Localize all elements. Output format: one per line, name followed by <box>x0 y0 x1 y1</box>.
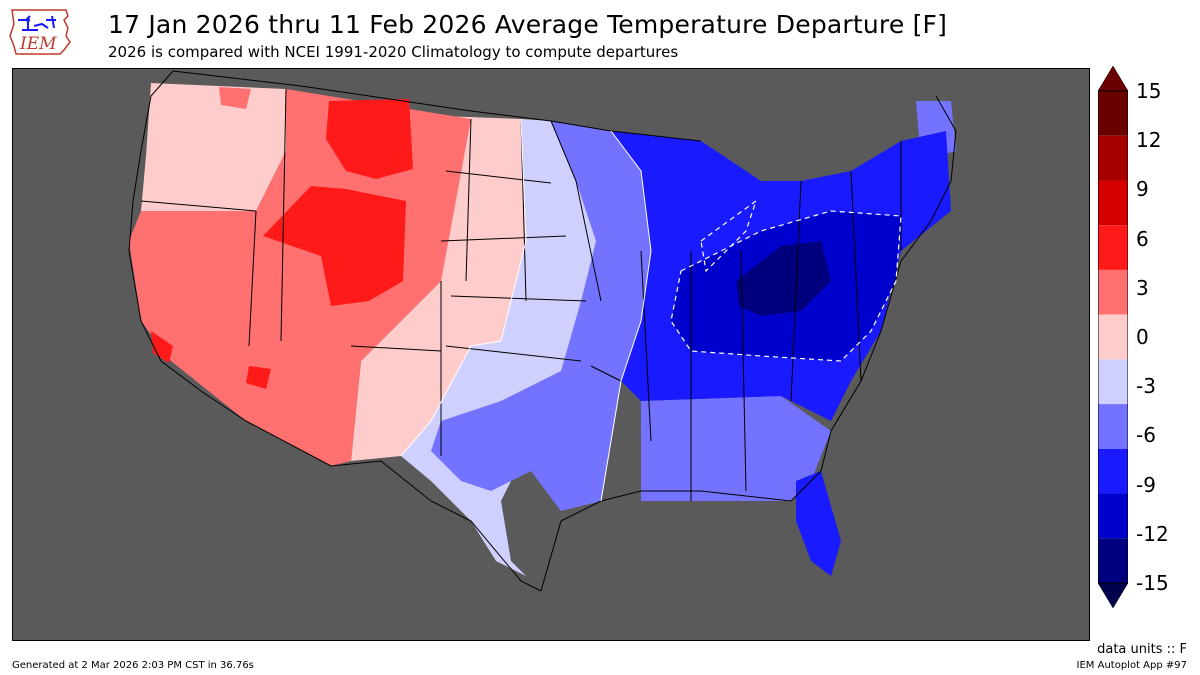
data-units-label: data units :: F <box>1097 642 1187 657</box>
colorbar-segment <box>1098 538 1128 583</box>
colorbar-segment <box>1098 135 1128 181</box>
colorbar-tick-label: 3 <box>1136 275 1149 300</box>
region-strong-red-california <box>151 331 173 363</box>
generated-timestamp: Generated at 2 Mar 2026 2:03 PM CST in 3… <box>12 660 254 671</box>
colorbar-segment <box>1098 314 1128 360</box>
colorbar-segment <box>1098 269 1128 315</box>
region-blue-southeast <box>641 396 831 501</box>
map-subtitle: 2026 is compared with NCEI 1991-2020 Cli… <box>108 43 679 61</box>
coastline-west <box>128 70 247 422</box>
colorbar-tick-label: -15 <box>1136 571 1169 595</box>
border-north <box>172 70 702 142</box>
region-blue-midwest <box>431 121 651 511</box>
colorbar-segment <box>1098 404 1128 449</box>
colorbar-segment <box>1098 91 1128 136</box>
colorbar <box>1098 66 1128 608</box>
colorbar-tick-label: -12 <box>1136 521 1169 546</box>
colorbar-segment <box>1098 359 1128 405</box>
app-identifier: IEM Autoplot App #97 <box>1076 660 1187 671</box>
region-strong-blue-florida <box>796 471 841 576</box>
colorbar-tick-label: -6 <box>1136 423 1156 448</box>
colorbar-segment <box>1098 180 1128 226</box>
border-south <box>245 420 542 592</box>
temperature-departure-map <box>12 68 1090 641</box>
colorbar-tick-label: -3 <box>1136 374 1156 399</box>
colorbar-tick-label: 6 <box>1136 226 1149 251</box>
colorbar-extend-high <box>1098 66 1128 92</box>
iem-logo: IEM <box>8 6 72 58</box>
colorbar-tick-label: -9 <box>1136 472 1156 497</box>
colorbar-tick-label: 9 <box>1136 177 1149 202</box>
colorbar-segment <box>1098 448 1128 494</box>
region-strong-red-wyoming <box>263 186 406 306</box>
region-red-oregon-patch <box>219 87 251 109</box>
colorbar-tick-label: 0 <box>1136 325 1149 349</box>
coastline-gulf <box>540 490 792 592</box>
colorbar-tick-label: 12 <box>1136 128 1162 153</box>
region-light-red-plains <box>351 116 526 461</box>
map-title: 17 Jan 2026 thru 11 Feb 2026 Average Tem… <box>108 10 948 39</box>
colorbar-segment <box>1098 225 1128 270</box>
region-red-west <box>129 89 471 466</box>
colorbar-segment <box>1098 493 1128 539</box>
region-darkest-blue-core <box>736 241 831 316</box>
region-strong-red-montana <box>326 99 413 179</box>
region-strong-red-nevada <box>246 366 271 389</box>
region-light-red-west <box>141 83 286 211</box>
colorbar-tick-label: 15 <box>1136 79 1162 103</box>
coastline-east <box>790 95 957 502</box>
colorbar-extend-low <box>1098 582 1128 608</box>
logo-text: IEM <box>20 34 57 54</box>
